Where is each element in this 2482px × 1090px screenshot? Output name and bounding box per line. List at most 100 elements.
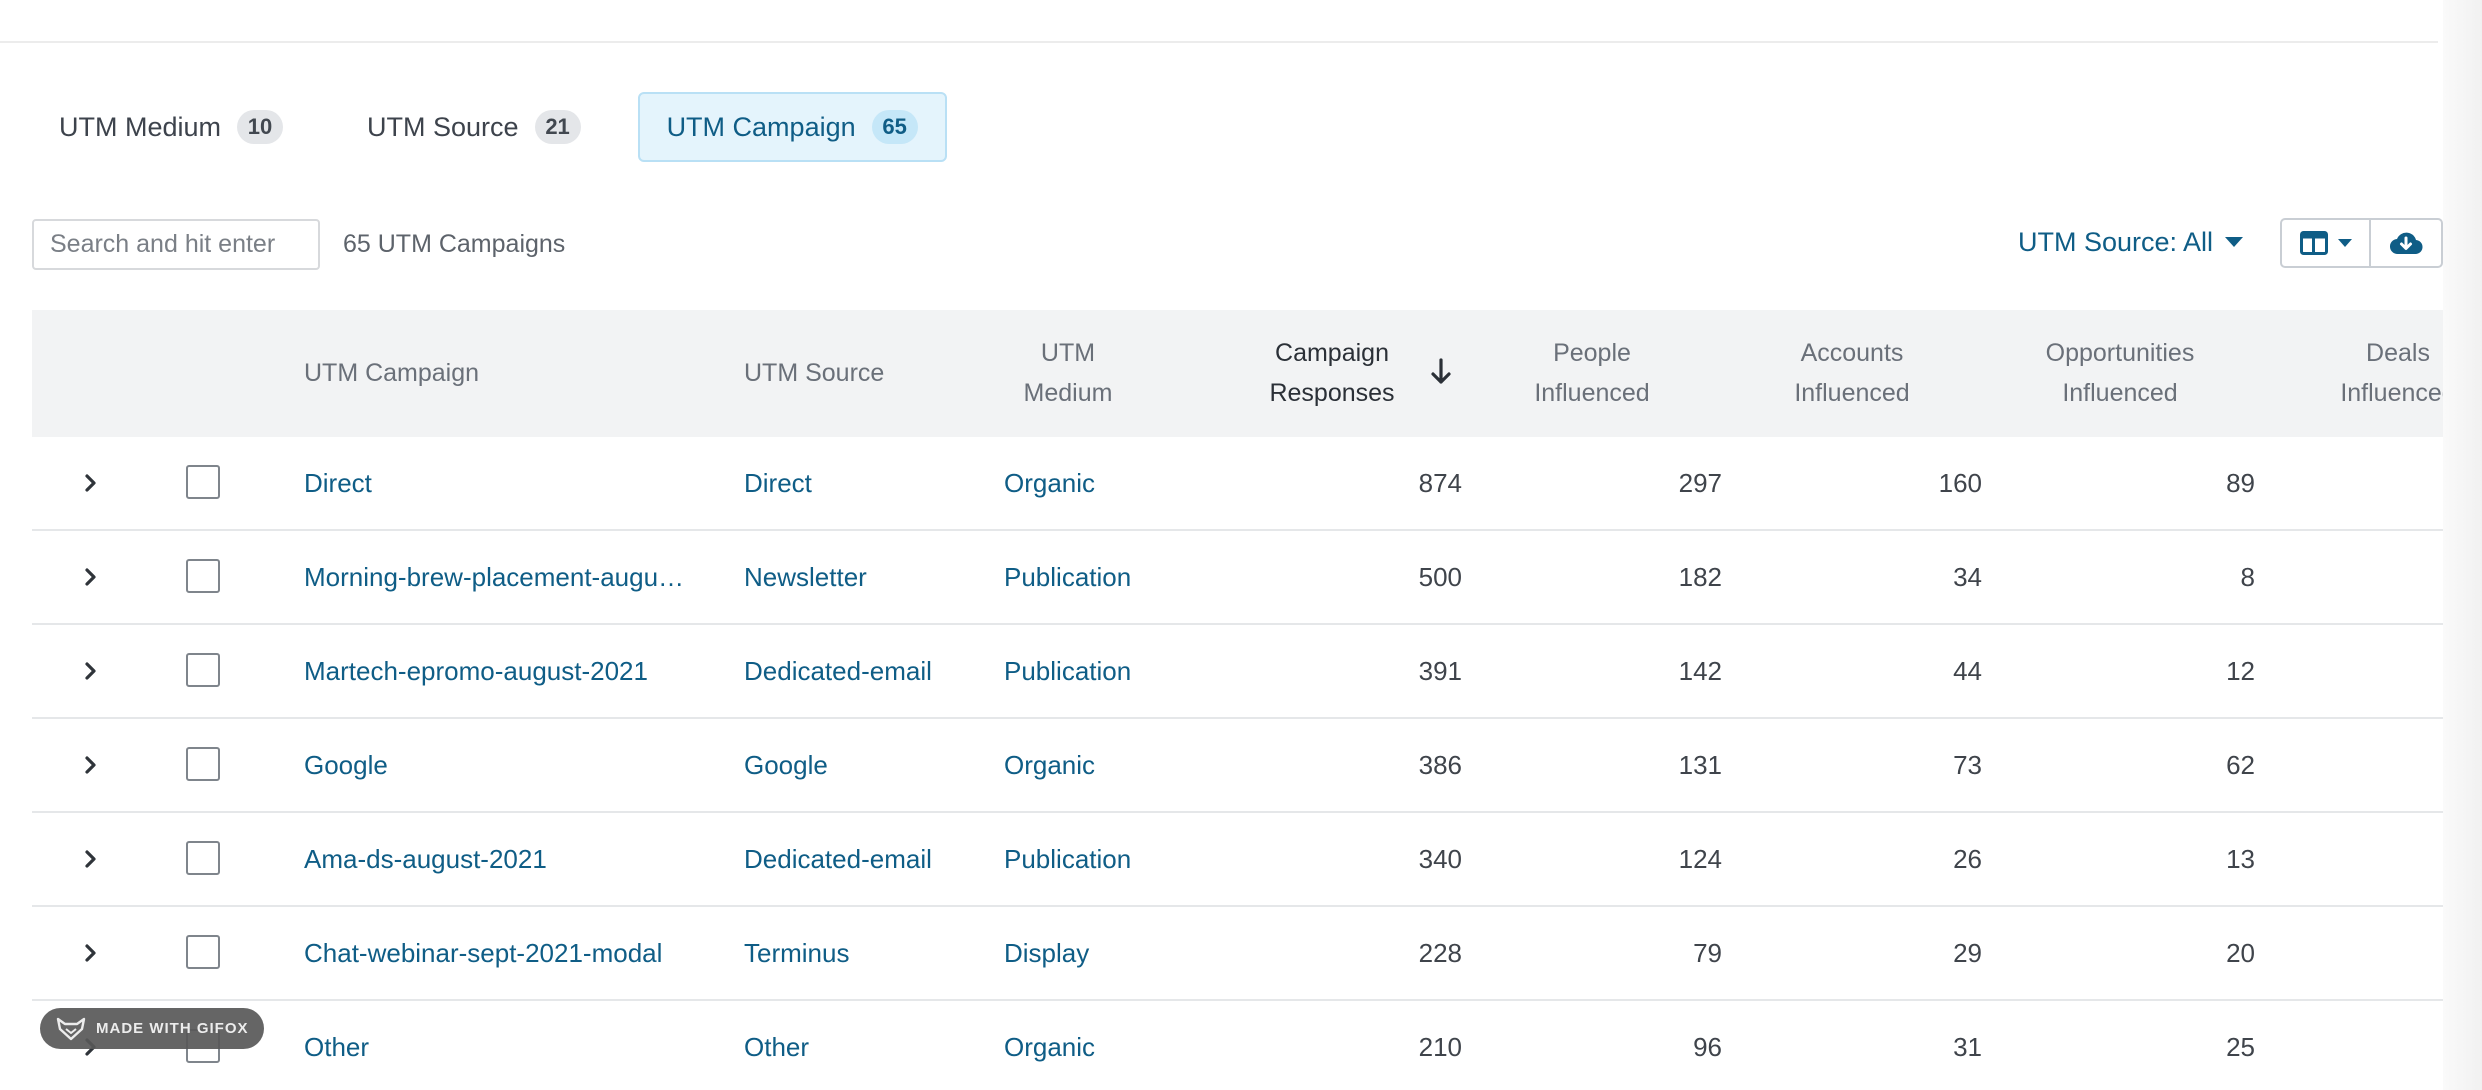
expand-row-button[interactable] (76, 938, 106, 968)
result-count: 65 UTM Campaigns (343, 230, 566, 258)
page-gutter (2443, 0, 2482, 1090)
source-link[interactable]: Dedicated-email (744, 655, 932, 686)
opportunities-influenced-value: 12 (2226, 655, 2255, 686)
campaign-responses-value: 500 (1418, 561, 1462, 592)
header-campaign-responses[interactable]: Campaign Responses (1252, 333, 1412, 413)
campaign-link[interactable]: Martech-epromo-august-2021 (304, 655, 648, 686)
export-button[interactable] (2371, 220, 2441, 266)
row-checkbox[interactable] (186, 559, 220, 593)
people-influenced-value: 124 (1678, 843, 1722, 874)
campaign-link[interactable]: Google (304, 749, 388, 780)
header-line: Responses (1269, 379, 1395, 407)
medium-link[interactable]: Organic (1004, 749, 1096, 780)
expand-row-button[interactable] (76, 844, 106, 874)
tab-utm-source[interactable]: UTM Source 21 (340, 92, 608, 162)
people-influenced-value: 96 (1693, 1031, 1722, 1062)
people-influenced-value: 131 (1678, 749, 1722, 780)
source-link[interactable]: Direct (744, 467, 812, 498)
people-influenced-value: 79 (1693, 937, 1722, 968)
campaigns-table: UTM Campaign UTM Source UTM Medium Campa… (32, 310, 2443, 1090)
header-line: People (1553, 339, 1631, 367)
expand-row-button[interactable] (76, 750, 106, 780)
campaign-responses-value: 874 (1418, 467, 1462, 498)
header-line: Medium (1023, 379, 1113, 407)
medium-link[interactable]: Organic (1004, 1031, 1096, 1062)
medium-link[interactable]: Publication (1004, 843, 1132, 874)
top-divider (0, 41, 2438, 43)
source-link[interactable]: Google (744, 749, 828, 780)
expand-row-button[interactable] (76, 562, 106, 592)
header-line: Influenced (1794, 379, 1910, 407)
watermark-text: MADE WITH GIFOX (96, 1020, 249, 1037)
source-link[interactable]: Dedicated-email (744, 843, 932, 874)
medium-link[interactable]: Publication (1004, 561, 1132, 592)
gifox-watermark: MADE WITH GIFOX (40, 1008, 264, 1049)
header-line: Opportunities (2045, 339, 2195, 367)
header-line: Influenced (2340, 379, 2443, 407)
tab-label: UTM Campaign (666, 111, 856, 142)
source-link[interactable]: Newsletter (744, 561, 867, 592)
chevron-right-icon (85, 474, 96, 492)
header-utm-campaign[interactable]: UTM Campaign (304, 359, 480, 387)
header-line: Influenced (1534, 379, 1650, 407)
cloud-download-icon (2389, 232, 2423, 255)
chevron-right-icon (85, 944, 96, 962)
opportunities-influenced-value: 20 (2226, 937, 2255, 968)
count-badge: 21 (534, 110, 581, 144)
header-line: Deals (2366, 339, 2430, 367)
utm-source-filter-dropdown[interactable]: UTM Source: All (2018, 222, 2244, 262)
row-checkbox[interactable] (186, 747, 220, 781)
expand-row-button[interactable] (76, 468, 106, 498)
tab-utm-medium[interactable]: UTM Medium 10 (32, 92, 310, 162)
chevron-right-icon (85, 568, 96, 586)
expand-row-button[interactable] (76, 656, 106, 686)
tab-label: UTM Medium (59, 111, 222, 142)
accounts-influenced-value: 73 (1953, 749, 1982, 780)
table-header: UTM Campaign UTM Source UTM Medium Campa… (32, 310, 2443, 437)
accounts-influenced-value: 160 (1938, 467, 1982, 498)
accounts-influenced-value: 44 (1953, 655, 1982, 686)
header-people-influenced[interactable]: People Influenced (1512, 333, 1672, 413)
sort-descending-icon[interactable] (1430, 358, 1452, 386)
column-picker-button[interactable] (2282, 220, 2371, 266)
campaign-link[interactable]: Ama-ds-august-2021 (304, 843, 547, 874)
chevron-right-icon (85, 850, 96, 868)
row-checkbox[interactable] (186, 653, 220, 687)
opportunities-influenced-value: 8 (2240, 561, 2255, 592)
header-line: Campaign (1275, 339, 1389, 367)
source-link[interactable]: Other (744, 1031, 810, 1062)
row-checkbox[interactable] (186, 841, 220, 875)
accounts-influenced-value: 31 (1953, 1031, 1982, 1062)
filter-label: UTM Source: All (2018, 226, 2214, 257)
opportunities-influenced-value: 89 (2226, 467, 2255, 498)
campaign-link[interactable]: Morning-brew-placement-augu… (304, 561, 685, 592)
header-utm-source[interactable]: UTM Source (744, 359, 885, 387)
search-input[interactable] (32, 219, 320, 270)
campaign-link[interactable]: Direct (304, 467, 372, 498)
campaign-responses-value: 340 (1418, 843, 1462, 874)
campaign-responses-value: 391 (1418, 655, 1462, 686)
table-row: Google Google Organic 386 131 73 62 (32, 719, 2443, 813)
row-checkbox[interactable] (186, 465, 220, 499)
row-checkbox[interactable] (186, 935, 220, 969)
campaign-responses-value: 210 (1418, 1031, 1462, 1062)
header-utm-medium[interactable]: UTM Medium (988, 333, 1148, 413)
opportunities-influenced-value: 13 (2226, 843, 2255, 874)
source-link[interactable]: Terminus (744, 937, 850, 968)
campaign-link[interactable]: Chat-webinar-sept-2021-modal (304, 937, 663, 968)
tab-utm-campaign[interactable]: UTM Campaign 65 (637, 92, 947, 162)
medium-link[interactable]: Display (1004, 937, 1090, 968)
accounts-influenced-value: 29 (1953, 937, 1982, 968)
header-opportunities-influenced[interactable]: Opportunities Influenced (2015, 333, 2225, 413)
opportunities-influenced-value: 25 (2226, 1031, 2255, 1062)
header-deals-influenced[interactable]: Deals Influenced (2328, 333, 2443, 413)
count-badge: 65 (871, 110, 918, 144)
campaign-link[interactable]: Other (304, 1031, 370, 1062)
chevron-right-icon (85, 756, 96, 774)
table-row: Martech-epromo-august-2021 Dedicated-emai… (32, 625, 2443, 719)
medium-link[interactable]: Organic (1004, 467, 1096, 498)
header-accounts-influenced[interactable]: Accounts Influenced (1772, 333, 1932, 413)
table-row: Ama-ds-august-2021 Dedicated-email Publica… (32, 813, 2443, 907)
medium-link[interactable]: Publication (1004, 655, 1132, 686)
accounts-influenced-value: 26 (1953, 843, 1982, 874)
